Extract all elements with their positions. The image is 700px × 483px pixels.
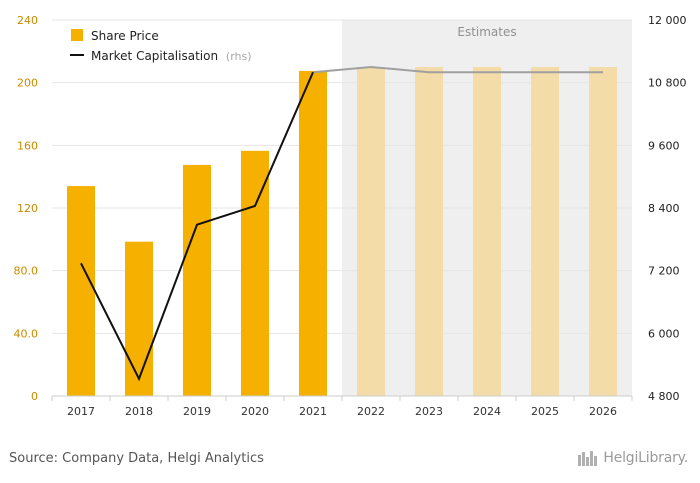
y-tick-label-left: 120	[17, 202, 38, 215]
estimates-label: Estimates	[457, 25, 516, 39]
x-tick-label: 2021	[299, 405, 327, 418]
x-tick-label: 2025	[531, 405, 559, 418]
legend: Share Price Market Capitalisation (rhs)	[70, 29, 252, 63]
x-tick-label: 2026	[589, 405, 617, 418]
chart: 2017 2018 2019 2020 2021 2022 2023 2024 2025 2026…	[14, 14, 687, 418]
left-y-axis: 0 40.0 80.0 120 160 200 240	[14, 14, 39, 403]
y-tick-label-left: 80.0	[14, 265, 39, 278]
y-tick-label-left: 160	[17, 139, 38, 152]
y-tick-label-left: 200	[17, 77, 38, 90]
brand-logo: HelgiLibrary.	[577, 449, 688, 467]
legend-market-cap-name: Market Capitalisation	[91, 49, 218, 63]
line-historical	[80, 71, 314, 382]
bar	[125, 241, 153, 396]
line-series-market-cap	[80, 65, 603, 382]
y-tick-label-right: 9 600	[648, 139, 680, 152]
legend-swatch-share-price	[71, 29, 83, 41]
x-tick-label: 2019	[183, 405, 211, 418]
y-tick-label-left: 240	[17, 14, 38, 27]
legend-label-share-price: Share Price	[91, 29, 159, 43]
y-tick-label-left: 40.0	[14, 327, 39, 340]
legend-rhs-note: (rhs)	[226, 50, 252, 63]
y-tick-label-right: 4 800	[648, 390, 680, 403]
y-tick-label-right: 8 400	[648, 202, 680, 215]
source-note: Source: Company Data, Helgi Analytics	[9, 451, 264, 466]
right-y-axis: 4 800 6 000 7 200 8 400 9 600 10 800 12 000	[648, 14, 687, 403]
bar	[473, 67, 501, 396]
bar	[241, 150, 269, 396]
brand-name: HelgiLibrary.	[603, 450, 688, 466]
y-tick-label-left: 0	[31, 390, 38, 403]
bar	[357, 67, 385, 396]
bar	[299, 70, 327, 397]
x-tick-label: 2020	[241, 405, 269, 418]
library-icon	[578, 451, 598, 466]
x-axis: 2017 2018 2019 2020 2021 2022 2023 2024 2025 2026	[51, 396, 633, 418]
bar	[589, 67, 617, 396]
x-tick-label: 2017	[67, 405, 95, 418]
x-tick-label: 2022	[357, 405, 385, 418]
y-tick-label-right: 7 200	[648, 265, 680, 278]
y-tick-label-right: 6 000	[648, 327, 680, 340]
y-tick-label-right: 12 000	[648, 14, 687, 27]
bar	[183, 164, 211, 396]
bar	[531, 67, 559, 396]
bar	[67, 186, 95, 396]
x-tick-label: 2023	[415, 405, 443, 418]
legend-label-market-cap: Market Capitalisation (rhs)	[91, 49, 252, 63]
line-estimates	[312, 65, 603, 74]
bar-series-share-price	[67, 67, 617, 397]
y-tick-label-right: 10 800	[648, 77, 687, 90]
bar	[415, 67, 443, 396]
x-tick-label: 2024	[473, 405, 501, 418]
x-tick-label: 2018	[125, 405, 153, 418]
